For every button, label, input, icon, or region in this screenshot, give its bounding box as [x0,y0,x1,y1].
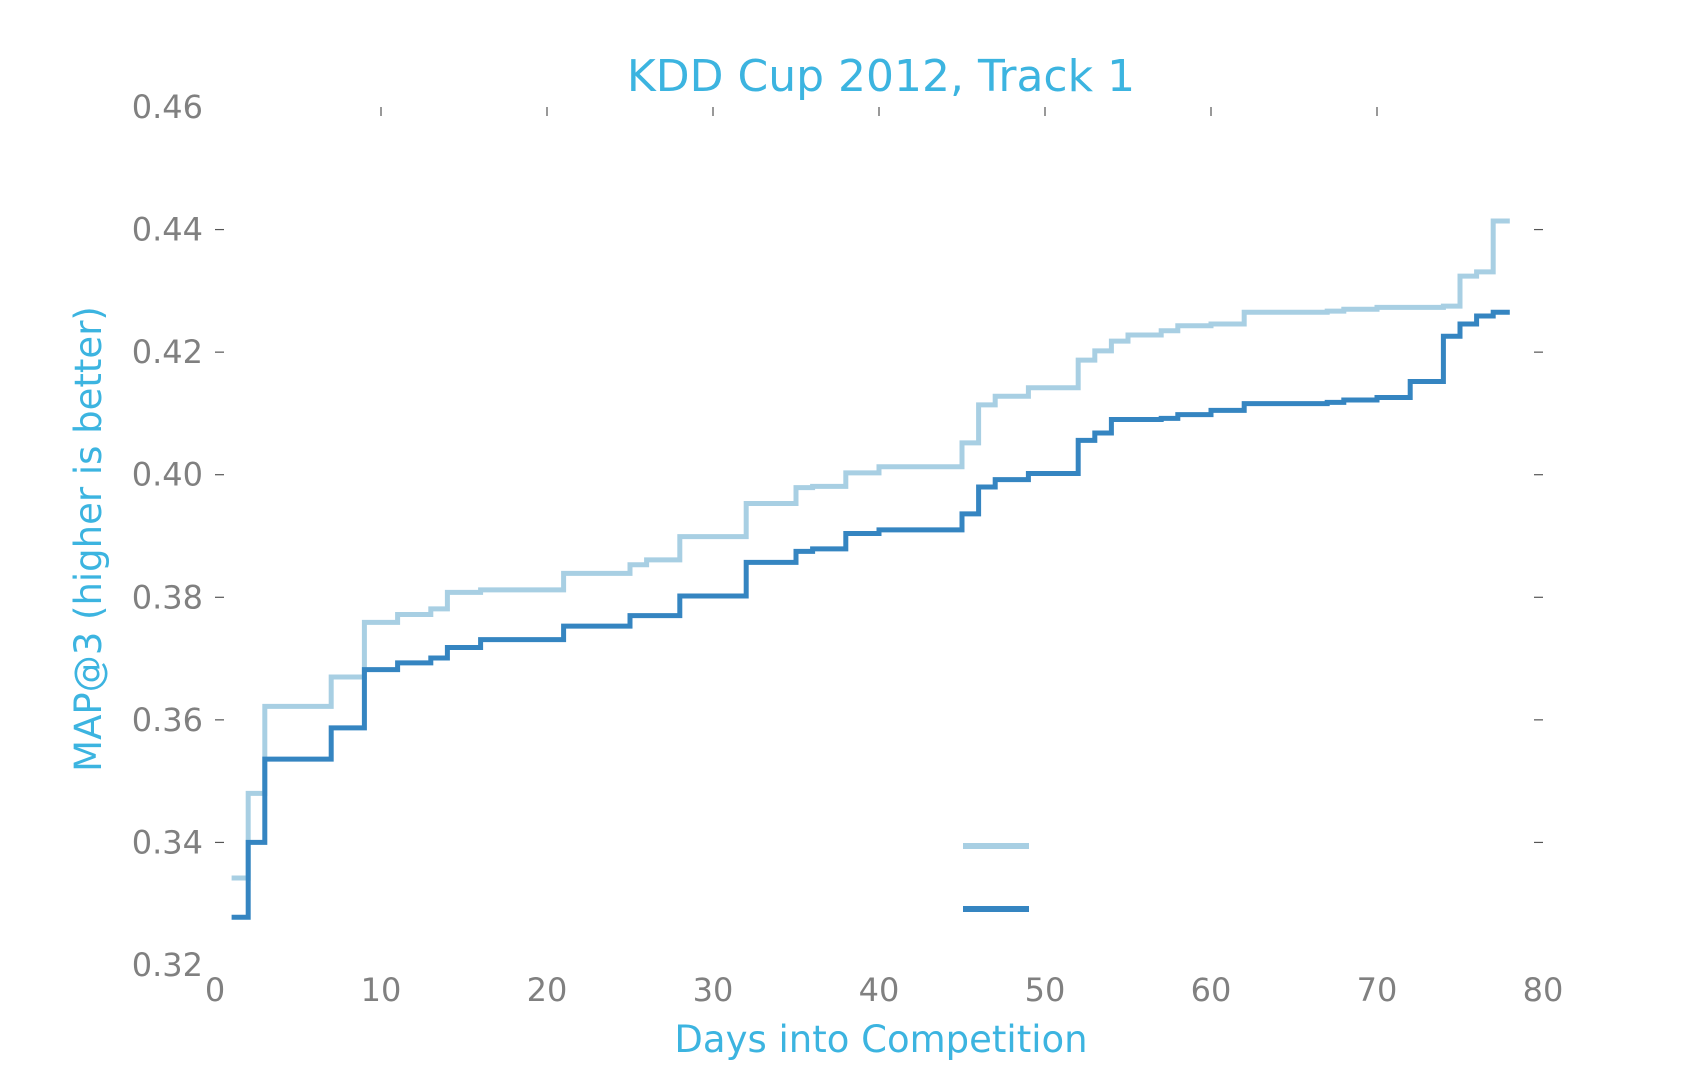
x-tick-label: 0 [205,971,225,1009]
y-tick-label: 0.46 [132,88,203,126]
x-tick-label: 60 [1191,971,1232,1009]
y-tick-label: 0.32 [132,946,203,984]
y-axis-label: MAP@3 (higher is better) [67,306,110,772]
x-tick-label: 30 [693,971,734,1009]
series-line-2 [231,309,1510,920]
x-tick-label: 20 [527,971,568,1009]
y-tick-label: 0.44 [132,211,203,249]
y-tick-label: 0.34 [132,823,203,861]
y-tick-label: 0.36 [132,701,203,739]
x-tick-label: 80 [1523,971,1564,1009]
series-line-1 [231,218,1510,881]
y-tick-label: 0.38 [132,578,203,616]
x-axis-ticks: 0 10 20 30 40 50 60 70 80 [205,107,1564,1009]
y-tick-label: 0.40 [132,456,203,494]
x-tick-label: 10 [361,971,402,1009]
y-axis-ticks: 0.32 0.34 0.36 0.38 0.40 0.42 0.44 0.46 [132,88,1543,984]
x-axis-label: Days into Competition [674,1018,1087,1061]
legend [963,843,1029,912]
y-tick-label: 0.42 [132,333,203,371]
x-tick-label: 40 [859,971,900,1009]
x-tick-label: 70 [1357,971,1398,1009]
x-tick-label: 50 [1025,971,1066,1009]
series-lines [231,218,1510,920]
chart-title: KDD Cup 2012, Track 1 [627,51,1135,102]
